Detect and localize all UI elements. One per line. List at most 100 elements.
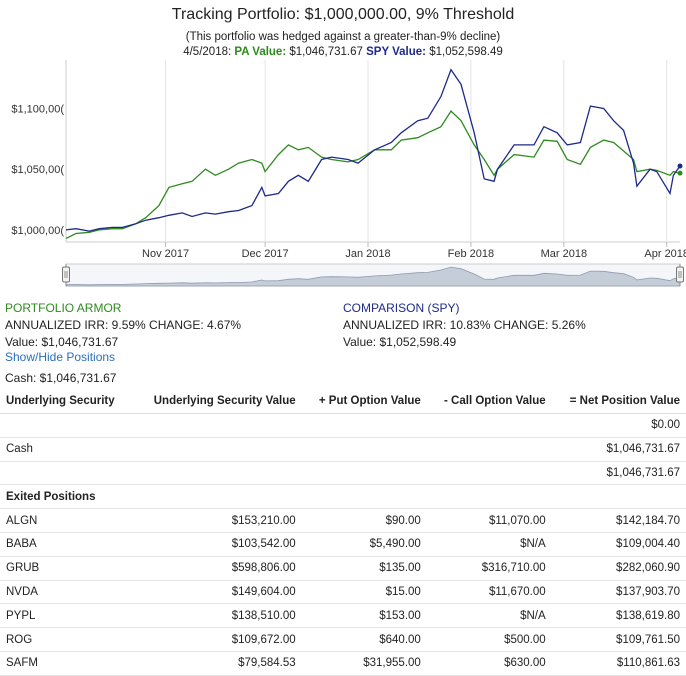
table-cell [426, 484, 552, 510]
table-cell: $153.00 [301, 603, 427, 629]
table-cell: $1,046,731.67 [551, 461, 686, 486]
table-cell: $109,004.40 [551, 532, 686, 557]
table-cell [0, 461, 133, 486]
table-row: ALGN $153,210.00 $90.00 $11,070.00 $142,184.… [0, 508, 686, 533]
hover-readout: 4/5/2018: PA Value: $1,046,731.67 SPY Va… [0, 46, 686, 58]
table-row: $1,046,731.67 [0, 461, 686, 486]
spy-heading: COMPARISON (SPY) [343, 301, 460, 315]
x-tick-label: Dec 2017 [242, 248, 289, 260]
table-cell: $0.00 [551, 413, 686, 438]
table-cell: $N/A [426, 532, 552, 557]
table-row: ROG $109,672.00 $640.00 $500.00 $109,761.50 [0, 627, 686, 652]
x-tick-label: Nov 2017 [142, 248, 189, 260]
table-cell [301, 484, 427, 510]
navigator-right-handle[interactable] [676, 266, 684, 283]
y-tick-label: $1,050,00( [11, 164, 64, 176]
table-cell: ROG [0, 627, 133, 652]
series-layer [65, 68, 683, 239]
table-row: $0.00 [0, 413, 686, 438]
table-cell: $5,490.00 [301, 532, 427, 557]
readout-spy-value: $1,052,598.49 [429, 46, 503, 58]
chart-title: Tracking Portfolio: $1,000,000.00, 9% Th… [171, 6, 515, 23]
table-cell [132, 484, 302, 510]
table-row: PYPL $138,510.00 $153.00 $N/A $138,619.80 [0, 603, 686, 629]
table-cell: $598,806.00 [132, 556, 302, 581]
table-cell [301, 413, 427, 438]
positions-table: Underlying Security Underlying Security … [0, 389, 686, 676]
show-hide-positions-link[interactable]: Show/Hide Positions [5, 350, 116, 364]
table-cell: $103,542.00 [132, 532, 302, 557]
spy-value: Value: $1,052,598.49 [343, 335, 457, 349]
table-cell [426, 437, 552, 462]
table-cell [0, 413, 133, 438]
table-row: BABA $103,542.00 $5,490.00 $N/A $109,004.40 [0, 532, 686, 557]
col-call-option-value: - Call Option Value [426, 389, 552, 414]
table-cell: PYPL [0, 603, 133, 629]
cash-line: Cash: $1,046,731.67 [5, 371, 117, 385]
spy-stats: ANNUALIZED IRR: 10.83% CHANGE: 5.26% [343, 318, 586, 332]
table-cell: $11,670.00 [426, 580, 552, 605]
pa-value: Value: $1,046,731.67 [5, 335, 119, 349]
y-tick-label: $1,000,00( [11, 225, 64, 237]
table-cell [426, 461, 552, 486]
x-tick-label: Jan 2018 [345, 248, 390, 260]
table-cell: SAFM [0, 651, 133, 676]
pa-stats: ANNUALIZED IRR: 9.59% CHANGE: 4.67% [5, 318, 242, 332]
y-tick-label: $1,100,00( [11, 104, 64, 116]
table-cell: $640.00 [301, 627, 427, 652]
table-cell: BABA [0, 532, 133, 557]
col-underlying-value: Underlying Security Value [132, 389, 302, 414]
table-cell: $1,046,731.67 [551, 437, 686, 462]
readout-spy-label: SPY Value: [366, 46, 427, 58]
table-cell: $138,619.80 [551, 603, 686, 629]
table-cell: $135.00 [301, 556, 427, 581]
table-cell: $15.00 [301, 580, 427, 605]
table-cell: $N/A [426, 603, 552, 629]
range-navigator[interactable] [62, 263, 684, 287]
table-cell: $630.00 [426, 651, 552, 676]
table-row: GRUB $598,806.00 $135.00 $316,710.00 $282,06… [0, 556, 686, 581]
table-cell [132, 413, 302, 438]
table-cell: $110,861.63 [551, 651, 686, 676]
chart-subtitle: (This portfolio was hedged against a gre… [185, 31, 501, 43]
portfolio-armor-panel: PORTFOLIO ARMOR ANNUALIZED IRR: 9.59% CH… [5, 300, 241, 351]
table-row: NVDA $149,604.00 $15.00 $11,670.00 $137,903.… [0, 580, 686, 605]
table-cell: $79,584.53 [132, 651, 302, 676]
table-cell: $109,761.50 [551, 627, 686, 652]
line-chart[interactable]: $1,000,00( $1,050,00( $1,100,00( Nov 2017 D… [0, 0, 686, 300]
table-cell: NVDA [0, 580, 133, 605]
table-cell: $109,672.00 [132, 627, 302, 652]
pa-heading: PORTFOLIO ARMOR [5, 301, 122, 315]
table-cell: $500.00 [426, 627, 552, 652]
table-cell: $90.00 [301, 508, 427, 533]
comparison-panel: COMPARISON (SPY) ANNUALIZED IRR: 10.83% … [343, 300, 586, 351]
navigator-left-handle[interactable] [62, 266, 70, 283]
table-cell [426, 413, 552, 438]
table-cell: $316,710.00 [426, 556, 552, 581]
table-cell [132, 437, 302, 462]
table-cell: $31,955.00 [301, 651, 427, 676]
readout-pa-value: $1,046,731.67 [289, 46, 363, 58]
table-cell: GRUB [0, 556, 133, 581]
table-cell [301, 461, 427, 486]
series-end-point [677, 170, 683, 176]
table-cell: $142,184.70 [551, 508, 686, 533]
grid-lines [65, 60, 680, 247]
readout-date: 4/5/2018: [183, 46, 232, 58]
x-tick-label: Apr 2018 [644, 248, 686, 260]
table-cell: $11,070.00 [426, 508, 552, 533]
table-cell: $137,903.70 [551, 580, 686, 605]
table-header-row: Underlying Security Underlying Security … [0, 389, 686, 414]
table-cell: $149,604.00 [132, 580, 302, 605]
series-line-spy [65, 68, 681, 232]
table-cell: $282,060.90 [551, 556, 686, 581]
x-axis: Nov 2017 Dec 2017 Jan 2018 Feb 2018 Mar 2018… [142, 248, 686, 260]
table-cell: Cash [0, 437, 133, 462]
col-net-position-value: = Net Position Value [551, 389, 686, 414]
table-cell: $138,510.00 [132, 603, 302, 629]
table-section-row: Exited Positions [0, 484, 686, 510]
readout-pa-label: PA Value: [234, 46, 287, 58]
navigator-series-area [65, 266, 681, 287]
table-row: SAFM $79,584.53 $31,955.00 $630.00 $110,861.… [0, 651, 686, 676]
y-axis: $1,000,00( $1,050,00( $1,100,00( [11, 104, 64, 237]
